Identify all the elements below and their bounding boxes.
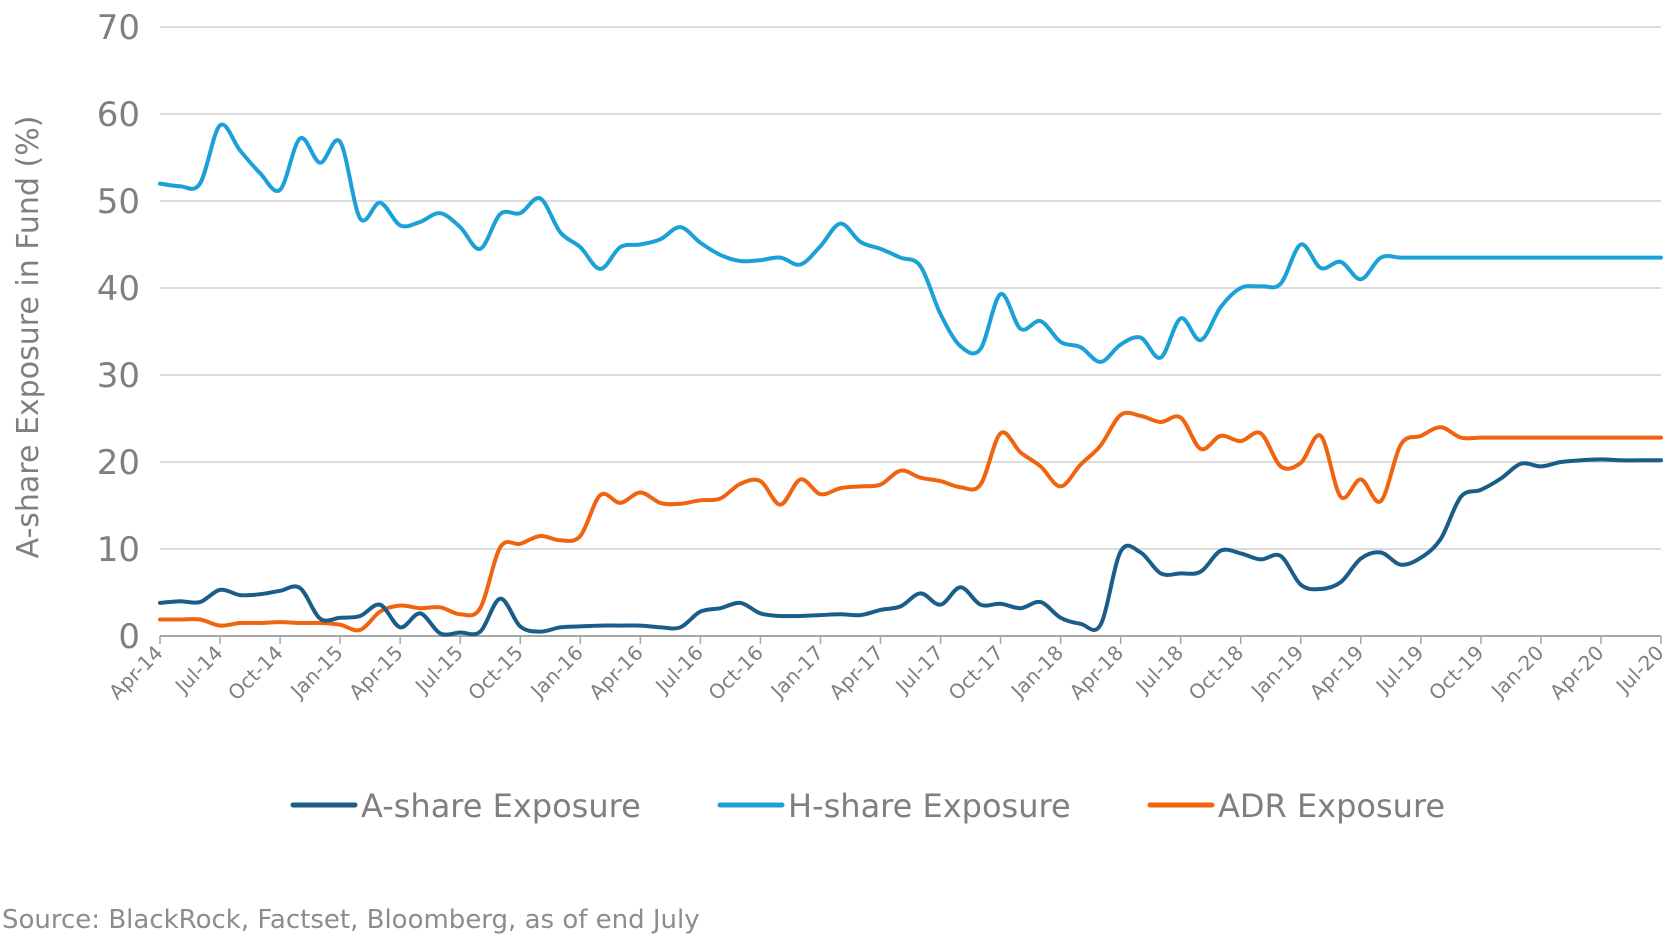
y-tick-label: 30 (97, 356, 140, 396)
x-tick-label: Oct-19 (1424, 641, 1489, 706)
x-tick-label: Apr-19 (1305, 641, 1369, 705)
y-tick-label: 50 (97, 182, 140, 222)
legend: A-share Exposure H-share Exposure ADR Expo… (290, 787, 1445, 825)
x-tick-label: Jul-20 (1610, 641, 1669, 700)
x-tick-label: Jan-20 (1485, 641, 1548, 704)
x-tick-label: Oct-14 (223, 641, 288, 706)
x-tick-label: Jan-17 (765, 641, 828, 704)
adr-exposure-legend-label: ADR Exposure (1218, 787, 1445, 825)
x-tick-label: Apr-20 (1545, 641, 1609, 705)
x-tick-label: Jan-19 (1245, 641, 1308, 704)
x-tick-label: Jan-16 (525, 641, 588, 704)
series-lines (158, 122, 1663, 637)
x-tick-label: Jan-15 (284, 641, 347, 704)
x-tick-label: Oct-18 (1184, 641, 1249, 706)
adr-exposure-line (158, 410, 1663, 633)
y-tick-label: 70 (97, 8, 140, 48)
x-tick-label: Jan-18 (1005, 641, 1068, 704)
x-tick-label: Oct-15 (463, 641, 528, 706)
y-tick-label: 40 (97, 269, 140, 309)
y-tick-label: 20 (97, 443, 140, 483)
x-tick-label: Apr-15 (344, 641, 408, 705)
x-tick-label: Apr-17 (824, 641, 888, 705)
y-tick-label: 0 (118, 617, 140, 657)
y-tick-label: 10 (97, 530, 140, 570)
h-share-exposure-line (158, 122, 1663, 364)
y-tick-label: 60 (97, 95, 140, 135)
x-tick-label: Jul-14 (169, 641, 228, 700)
x-tick-label: Apr-18 (1065, 641, 1129, 705)
gridlines (160, 26, 1661, 637)
x-tick-label: Apr-16 (584, 641, 648, 705)
x-tick-label: Jul-16 (649, 641, 708, 700)
x-tick-label: Jul-15 (409, 641, 468, 700)
h-share-exposure-legend-label: H-share Exposure (788, 787, 1071, 825)
y-axis-title: A-share Exposure in Fund (%) (11, 116, 46, 559)
x-tick-label: Oct-17 (944, 641, 1009, 706)
a-share-exposure-line (158, 457, 1663, 637)
y-axis-ticks: 0 10 20 30 40 50 60 70 (97, 8, 140, 657)
a-share-exposure-legend-label: A-share Exposure (361, 787, 641, 825)
x-tick-label: Oct-16 (703, 641, 768, 706)
x-tick-label: Jul-19 (1370, 641, 1429, 700)
x-tick-label: Jul-18 (1130, 641, 1189, 700)
source-note: Source: BlackRock, Factset, Bloomberg, a… (2, 905, 700, 935)
x-tick-label: Jul-17 (890, 641, 949, 700)
